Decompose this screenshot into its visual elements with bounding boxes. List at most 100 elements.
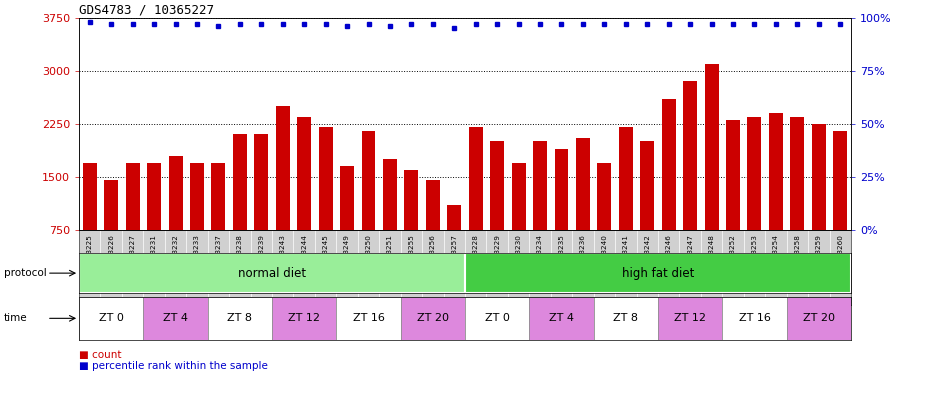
Bar: [748, 117, 762, 283]
Text: GSM1263239: GSM1263239: [259, 233, 264, 283]
Bar: [168, 156, 182, 283]
Bar: [362, 131, 376, 283]
Text: ZT 8: ZT 8: [227, 313, 252, 323]
Text: GSM1263237: GSM1263237: [216, 233, 221, 283]
Bar: [383, 159, 397, 283]
Bar: [143, 297, 207, 340]
Bar: [465, 253, 851, 293]
Text: GSM1263231: GSM1263231: [151, 233, 157, 283]
Text: ZT 16: ZT 16: [352, 313, 384, 323]
Text: GSM1263236: GSM1263236: [580, 233, 586, 283]
Bar: [232, 134, 246, 283]
Text: GSM1263250: GSM1263250: [365, 233, 371, 283]
Text: ZT 12: ZT 12: [674, 313, 706, 323]
Text: GSM1263227: GSM1263227: [129, 233, 136, 283]
Bar: [533, 141, 547, 283]
Text: ZT 20: ZT 20: [803, 313, 835, 323]
Bar: [597, 163, 611, 283]
Text: GSM1263229: GSM1263229: [494, 233, 500, 283]
Bar: [79, 253, 465, 293]
Bar: [447, 205, 461, 283]
Text: GSM1263254: GSM1263254: [773, 233, 779, 283]
Bar: [726, 120, 740, 283]
Text: ZT 16: ZT 16: [738, 313, 770, 323]
Bar: [405, 170, 418, 283]
Text: GSM1263259: GSM1263259: [816, 233, 822, 283]
Bar: [593, 297, 658, 340]
Text: GSM1263242: GSM1263242: [644, 233, 650, 283]
Bar: [723, 297, 787, 340]
Bar: [640, 141, 654, 283]
Text: GSM1263256: GSM1263256: [430, 233, 436, 283]
Text: ZT 12: ZT 12: [288, 313, 320, 323]
Bar: [211, 163, 225, 283]
Bar: [618, 127, 632, 283]
Text: GSM1263232: GSM1263232: [173, 233, 179, 283]
Bar: [276, 106, 290, 283]
Text: protocol: protocol: [4, 268, 46, 278]
Text: GSM1263251: GSM1263251: [387, 233, 393, 283]
Bar: [790, 117, 804, 283]
Bar: [787, 297, 851, 340]
Text: GSM1263258: GSM1263258: [794, 233, 801, 283]
Bar: [298, 117, 312, 283]
Text: ■ count: ■ count: [79, 350, 122, 360]
Text: GSM1263252: GSM1263252: [730, 233, 736, 283]
Bar: [490, 141, 504, 283]
Bar: [465, 297, 529, 340]
Text: ■ percentile rank within the sample: ■ percentile rank within the sample: [79, 362, 268, 371]
Bar: [705, 64, 719, 283]
Text: time: time: [4, 313, 27, 323]
Bar: [833, 131, 847, 283]
Bar: [83, 163, 97, 283]
Text: GSM1263248: GSM1263248: [709, 233, 714, 283]
Text: GSM1263249: GSM1263249: [344, 233, 350, 283]
Bar: [812, 124, 826, 283]
Text: ZT 4: ZT 4: [163, 313, 188, 323]
Bar: [426, 180, 440, 283]
Text: GSM1263247: GSM1263247: [687, 233, 693, 283]
Bar: [684, 81, 698, 283]
Bar: [769, 113, 783, 283]
Text: GSM1263230: GSM1263230: [515, 233, 522, 283]
Bar: [529, 297, 593, 340]
Bar: [79, 297, 143, 340]
Text: ZT 4: ZT 4: [549, 313, 574, 323]
Text: GSM1263243: GSM1263243: [280, 233, 286, 283]
Bar: [512, 163, 525, 283]
Text: GSM1263238: GSM1263238: [237, 233, 243, 283]
Text: ZT 20: ZT 20: [417, 313, 449, 323]
Bar: [126, 163, 140, 283]
Text: high fat diet: high fat diet: [622, 266, 694, 280]
Text: ZT 0: ZT 0: [99, 313, 124, 323]
Text: GSM1263241: GSM1263241: [623, 233, 629, 283]
Text: ZT 8: ZT 8: [613, 313, 638, 323]
Text: ZT 0: ZT 0: [485, 313, 510, 323]
Text: GSM1263253: GSM1263253: [751, 233, 757, 283]
Text: GSM1263233: GSM1263233: [194, 233, 200, 283]
Text: GSM1263226: GSM1263226: [108, 233, 114, 283]
Bar: [104, 180, 118, 283]
Bar: [576, 138, 590, 283]
Bar: [554, 149, 568, 283]
Text: GSM1263228: GSM1263228: [472, 233, 479, 283]
Bar: [401, 297, 465, 340]
Text: GSM1263225: GSM1263225: [86, 233, 93, 283]
Bar: [658, 297, 723, 340]
Text: GSM1263244: GSM1263244: [301, 233, 307, 283]
Bar: [340, 166, 354, 283]
Text: GSM1263260: GSM1263260: [837, 233, 844, 283]
Text: GSM1263235: GSM1263235: [559, 233, 565, 283]
Bar: [147, 163, 161, 283]
Bar: [319, 127, 333, 283]
Text: normal diet: normal diet: [238, 266, 306, 280]
Bar: [272, 297, 337, 340]
Bar: [337, 297, 401, 340]
Bar: [662, 99, 676, 283]
Text: GSM1263255: GSM1263255: [408, 233, 415, 283]
Text: GSM1263240: GSM1263240: [602, 233, 607, 283]
Text: GDS4783 / 10365227: GDS4783 / 10365227: [79, 4, 214, 17]
Text: GSM1263246: GSM1263246: [666, 233, 671, 283]
Bar: [190, 163, 204, 283]
Bar: [254, 134, 268, 283]
